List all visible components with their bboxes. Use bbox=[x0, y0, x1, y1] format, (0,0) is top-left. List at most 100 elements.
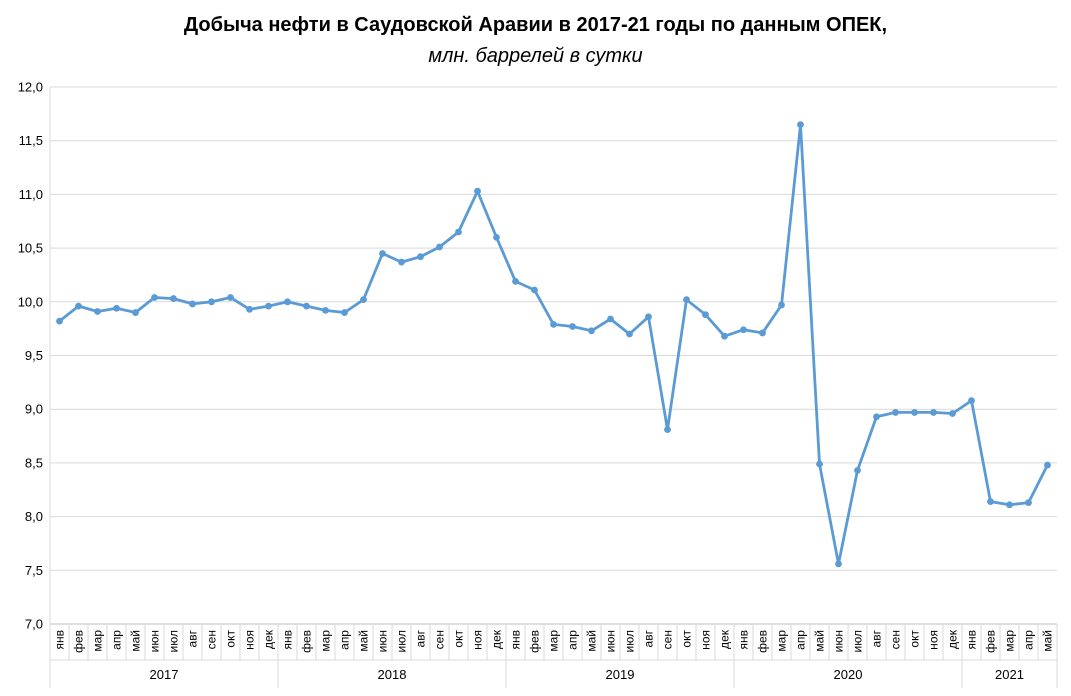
data-point bbox=[1025, 499, 1032, 507]
data-point bbox=[493, 233, 500, 241]
x-tick-label: июл bbox=[167, 630, 181, 652]
x-tick-label: дек bbox=[946, 629, 960, 649]
data-point bbox=[341, 309, 348, 316]
x-tick-label: ноя bbox=[243, 630, 257, 650]
data-point bbox=[949, 410, 956, 417]
data-point bbox=[1006, 501, 1013, 509]
y-tick-label: 9,0 bbox=[25, 402, 43, 417]
data-point bbox=[170, 295, 177, 302]
x-tick-label: сен bbox=[661, 630, 675, 649]
data-point bbox=[455, 228, 462, 236]
x-tick-label: ноя bbox=[699, 630, 713, 650]
data-point bbox=[512, 277, 519, 285]
data-point bbox=[246, 305, 253, 313]
x-tick-label: янв bbox=[737, 630, 751, 650]
y-tick-label: 10,0 bbox=[18, 294, 43, 309]
data-point bbox=[284, 298, 291, 306]
axes bbox=[49, 87, 1058, 688]
data-point bbox=[626, 330, 633, 338]
x-tick-labels: янв фев мар апр май июн июл авг сен окт ноя дек янв ф… bbox=[53, 629, 1055, 682]
data-point bbox=[398, 258, 405, 266]
x-tick-label: ноя bbox=[471, 630, 485, 650]
data-point bbox=[550, 320, 557, 328]
data-point bbox=[588, 327, 595, 335]
data-point bbox=[56, 317, 63, 325]
data-point bbox=[797, 121, 804, 128]
x-tick-label: фев bbox=[528, 630, 542, 653]
data-point bbox=[360, 296, 367, 304]
y-tick-label: 8,0 bbox=[25, 509, 43, 524]
data-point bbox=[968, 397, 975, 405]
data-point bbox=[75, 302, 82, 310]
y-tick-label: 7,0 bbox=[25, 617, 43, 632]
data-point bbox=[911, 409, 918, 416]
data-point bbox=[208, 298, 215, 306]
data-point bbox=[265, 302, 272, 310]
chart-title: Добыча нефти в Саудовской Аравии в 2017-… bbox=[183, 14, 888, 36]
x-tick-label: сен bbox=[889, 630, 903, 649]
year-label: 2019 bbox=[606, 667, 635, 682]
x-tick-label: авг bbox=[870, 629, 884, 647]
chart-subtitle: млн. баррелей в сутки bbox=[428, 45, 643, 67]
x-tick-label: фев bbox=[756, 630, 770, 653]
x-tick-label: окт bbox=[452, 630, 466, 648]
x-tick-label: фев bbox=[72, 630, 86, 653]
x-tick-label: апр bbox=[566, 630, 580, 650]
x-tick-label: дек bbox=[718, 629, 732, 649]
data-point bbox=[873, 413, 880, 421]
data-point bbox=[474, 187, 481, 195]
data-point bbox=[569, 323, 576, 330]
data-point bbox=[759, 329, 766, 337]
y-tick-label: 10,5 bbox=[18, 241, 43, 256]
x-tick-label: май bbox=[357, 630, 371, 652]
year-label: 2018 bbox=[378, 667, 407, 682]
x-tick-label: июн bbox=[376, 630, 390, 652]
x-tick-label: апр bbox=[794, 630, 808, 650]
data-point bbox=[1044, 461, 1051, 469]
x-tick-label: янв bbox=[965, 630, 979, 650]
y-tick-label: 11,5 bbox=[19, 133, 43, 148]
x-tick-label: дек bbox=[490, 629, 504, 649]
data-point bbox=[303, 302, 310, 310]
y-tick-label: 9,5 bbox=[25, 348, 43, 363]
x-tick-label: май bbox=[129, 630, 143, 652]
data-point bbox=[531, 286, 538, 294]
data-point bbox=[113, 304, 120, 312]
x-tick-label: сен bbox=[205, 630, 219, 649]
series-production bbox=[56, 121, 1051, 568]
y-tick-label: 7,5 bbox=[25, 563, 43, 578]
series-line bbox=[58, 123, 1049, 566]
x-tick-label: май bbox=[813, 630, 827, 652]
x-tick-label: авг bbox=[414, 629, 428, 647]
data-point bbox=[740, 326, 747, 334]
x-tick-label: апр bbox=[110, 630, 124, 650]
x-tick-label: окт bbox=[908, 630, 922, 648]
x-tick-label: сен bbox=[433, 630, 447, 649]
x-tick-label: май bbox=[585, 630, 599, 652]
data-point bbox=[189, 300, 196, 308]
data-point bbox=[322, 306, 329, 314]
x-tick-label: фев bbox=[300, 630, 314, 653]
x-tick-label: июн bbox=[832, 630, 846, 652]
x-tick-label: ноя bbox=[927, 630, 941, 650]
data-point bbox=[816, 460, 823, 468]
x-tick-label: дек bbox=[262, 629, 276, 649]
data-point bbox=[930, 409, 937, 416]
data-point bbox=[417, 253, 424, 261]
year-label: 2021 bbox=[995, 667, 1024, 682]
x-tick-label: мар bbox=[91, 630, 105, 652]
y-tick-label: 8,5 bbox=[25, 455, 43, 470]
x-tick-label: окт bbox=[680, 630, 694, 648]
data-point bbox=[94, 308, 101, 315]
data-point bbox=[721, 332, 728, 340]
data-point bbox=[436, 243, 443, 251]
x-tick-label: янв bbox=[509, 630, 523, 650]
x-tick-label: май bbox=[1041, 630, 1055, 652]
x-tick-label: апр bbox=[338, 630, 352, 650]
data-point bbox=[664, 426, 671, 434]
data-point bbox=[702, 311, 709, 319]
data-point bbox=[835, 560, 842, 568]
x-tick-label: июл bbox=[395, 630, 409, 652]
x-tick-label: авг bbox=[186, 629, 200, 647]
